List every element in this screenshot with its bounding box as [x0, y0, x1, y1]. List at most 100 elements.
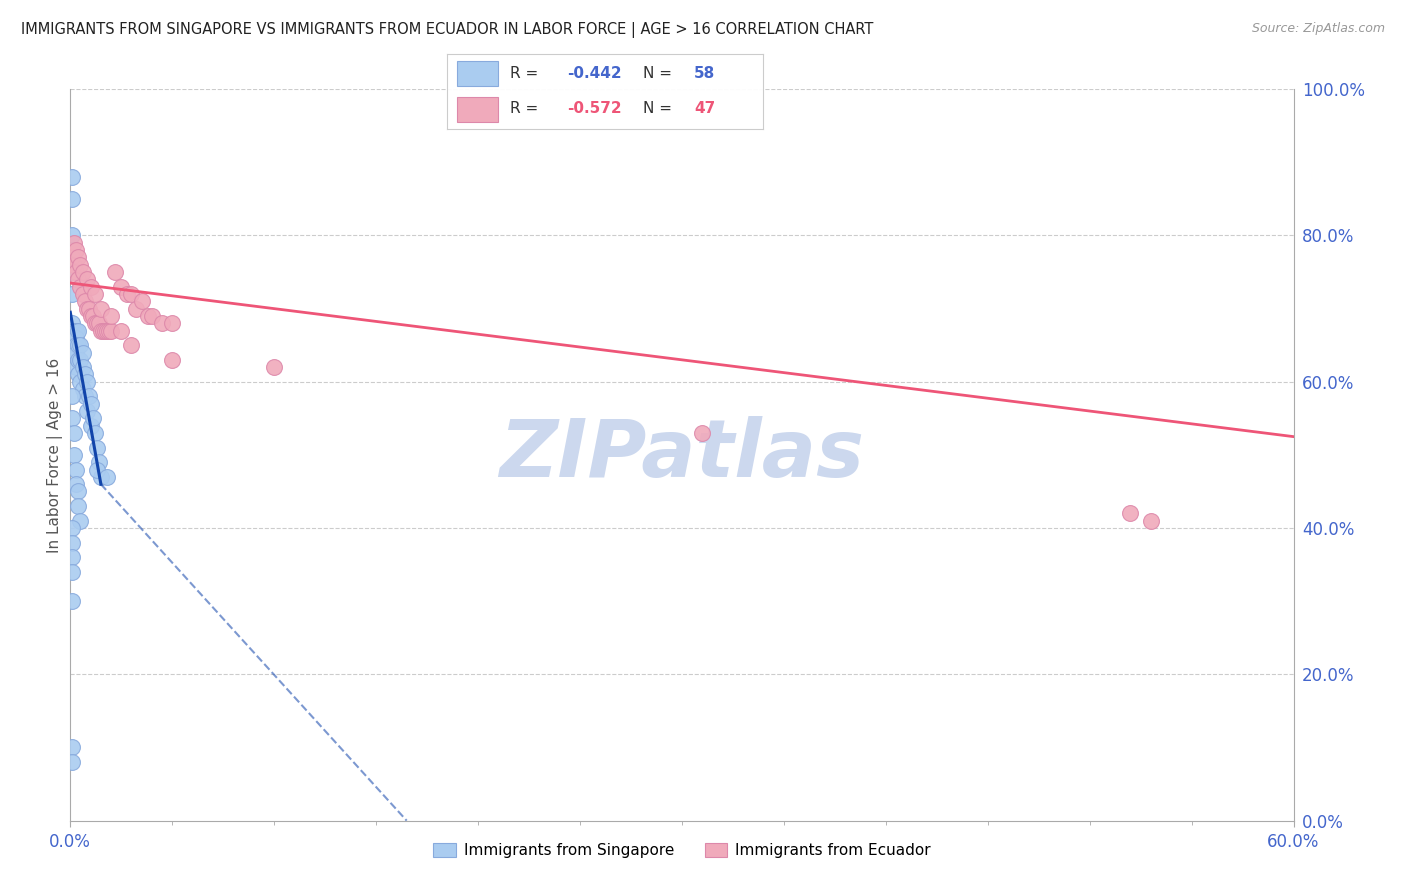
Point: [76, 272, 98, 286]
Point: [79, 418, 103, 433]
Text: -0.442: -0.442: [568, 67, 621, 81]
Point: [67, 499, 90, 513]
Point: [136, 309, 159, 323]
Point: [90, 301, 112, 316]
Point: [65, 324, 87, 338]
Point: [67, 324, 90, 338]
Point: [60, 535, 83, 549]
Point: [60, 169, 83, 184]
Point: [67, 352, 90, 367]
Point: [90, 324, 112, 338]
Point: [63, 425, 86, 440]
Point: [124, 301, 146, 316]
Point: [60, 411, 83, 425]
Point: [60, 316, 83, 330]
Point: [131, 294, 153, 309]
Point: [79, 309, 103, 323]
Point: [67, 338, 90, 352]
Point: [87, 316, 110, 330]
Point: [162, 352, 183, 367]
Text: N =: N =: [644, 102, 678, 116]
Point: [67, 251, 90, 265]
Point: [60, 243, 83, 257]
Point: [60, 755, 83, 769]
Point: [82, 309, 104, 323]
Point: [63, 324, 86, 338]
Point: [72, 265, 94, 279]
Point: [86, 316, 108, 330]
Point: [150, 316, 173, 330]
Point: [100, 324, 122, 338]
Point: [141, 309, 163, 323]
Point: [263, 360, 285, 375]
Point: [1119, 507, 1142, 521]
Point: [65, 345, 87, 359]
Point: [121, 338, 143, 352]
Point: [63, 338, 86, 352]
Point: [69, 352, 91, 367]
Point: [60, 594, 83, 608]
FancyBboxPatch shape: [457, 96, 498, 122]
Point: [63, 258, 86, 272]
Point: [79, 397, 103, 411]
Point: [110, 279, 132, 293]
Point: [60, 265, 83, 279]
Point: [60, 251, 83, 265]
Text: R =: R =: [510, 102, 544, 116]
Point: [65, 360, 87, 375]
Point: [69, 258, 91, 272]
Point: [76, 301, 98, 316]
Text: Source: ZipAtlas.com: Source: ZipAtlas.com: [1251, 22, 1385, 36]
Point: [690, 425, 713, 440]
Point: [60, 389, 83, 403]
Point: [86, 462, 108, 476]
Point: [69, 514, 91, 528]
Point: [63, 448, 86, 462]
Point: [90, 470, 112, 484]
Text: IMMIGRANTS FROM SINGAPORE VS IMMIGRANTS FROM ECUADOR IN LABOR FORCE | AGE > 16 C: IMMIGRANTS FROM SINGAPORE VS IMMIGRANTS …: [21, 22, 873, 38]
Point: [73, 294, 96, 309]
Point: [83, 287, 105, 301]
Point: [117, 287, 139, 301]
Point: [1139, 514, 1161, 528]
Point: [82, 411, 104, 425]
Point: [98, 324, 121, 338]
Point: [60, 521, 83, 535]
Point: [72, 382, 94, 396]
Point: [63, 324, 86, 338]
Point: [67, 368, 90, 382]
Point: [65, 477, 87, 491]
Point: [60, 550, 83, 565]
Point: [69, 279, 91, 293]
Point: [69, 338, 91, 352]
Point: [67, 272, 90, 286]
Text: R =: R =: [510, 67, 544, 81]
Point: [96, 324, 118, 338]
Point: [65, 243, 87, 257]
Point: [60, 228, 83, 243]
Point: [72, 360, 94, 375]
Point: [65, 338, 87, 352]
Y-axis label: In Labor Force | Age > 16: In Labor Force | Age > 16: [48, 358, 63, 552]
Text: N =: N =: [644, 67, 678, 81]
Point: [63, 235, 86, 250]
Point: [60, 287, 83, 301]
Point: [86, 441, 108, 455]
Point: [72, 345, 94, 359]
Point: [83, 316, 105, 330]
Point: [65, 265, 87, 279]
Point: [65, 462, 87, 476]
Point: [100, 309, 122, 323]
Point: [83, 425, 105, 440]
Point: [67, 484, 90, 499]
Point: [63, 324, 86, 338]
Point: [121, 287, 143, 301]
Point: [79, 279, 103, 293]
Legend: Immigrants from Singapore, Immigrants from Ecuador: Immigrants from Singapore, Immigrants fr…: [427, 837, 936, 864]
Point: [60, 192, 83, 206]
Point: [69, 375, 91, 389]
Point: [77, 301, 100, 316]
Point: [96, 470, 118, 484]
FancyBboxPatch shape: [457, 62, 498, 87]
Point: [63, 331, 86, 345]
